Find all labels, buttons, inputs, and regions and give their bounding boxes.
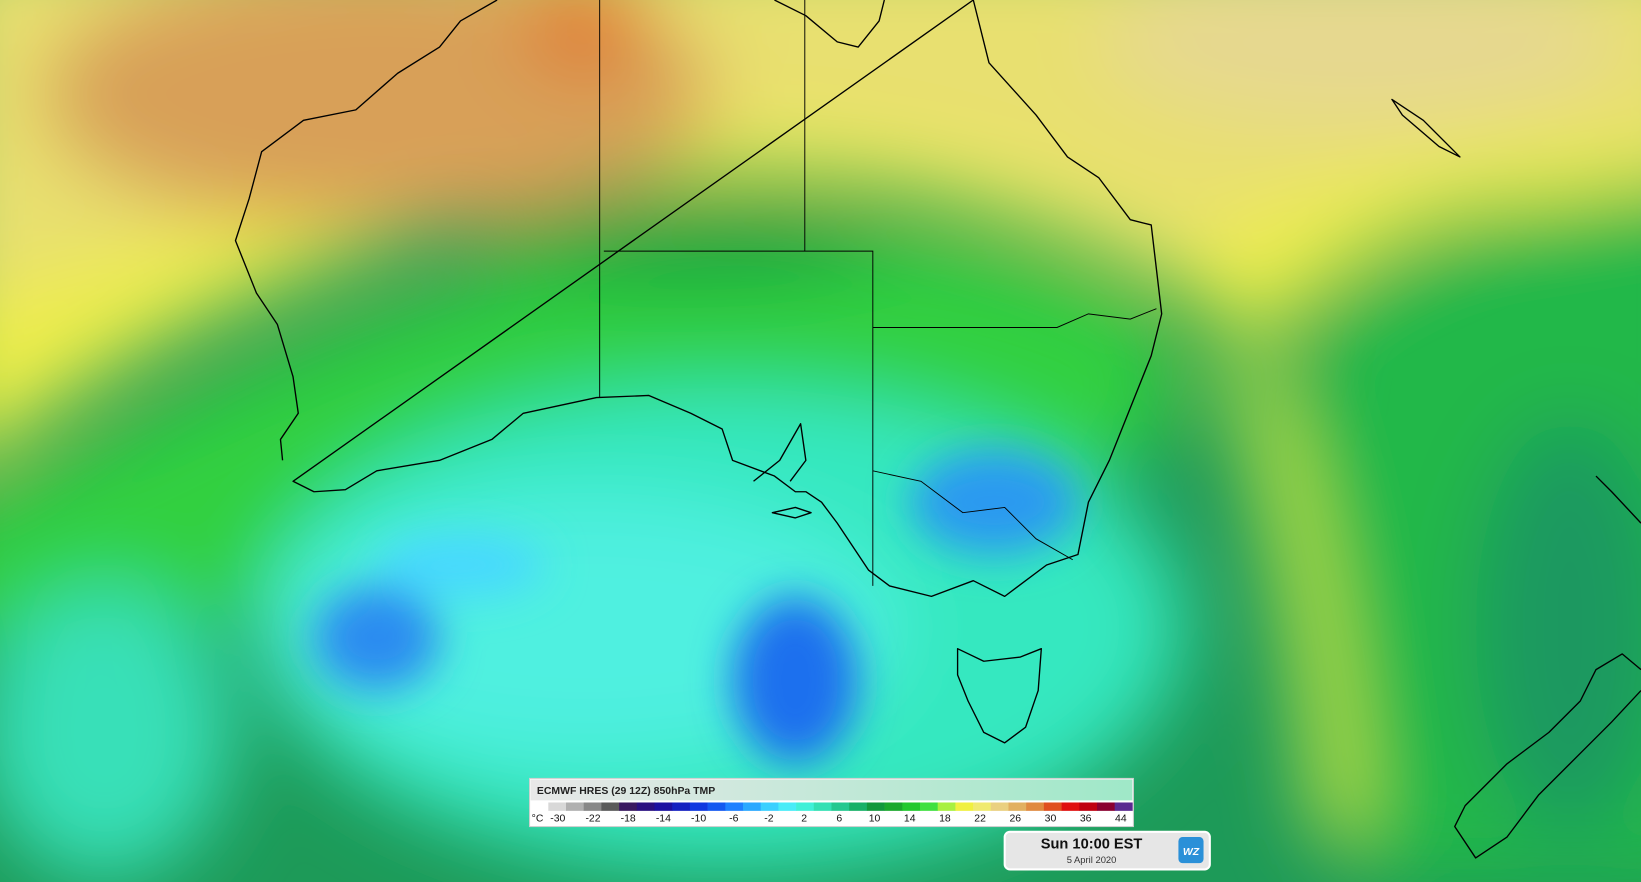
legend-swatch <box>1008 802 1027 811</box>
legend-swatch <box>636 802 655 811</box>
legend-label: -22 <box>585 813 600 824</box>
legend-label: 2 <box>801 813 807 824</box>
legend-label: -14 <box>656 813 671 824</box>
legend-swatch <box>707 802 726 811</box>
legend-swatch <box>619 802 638 811</box>
legend-swatch <box>654 802 673 811</box>
legend-swatch <box>1061 802 1080 811</box>
timestamp-box <box>1003 830 1211 871</box>
legend-swatch <box>1043 802 1062 811</box>
legend-swatch <box>973 802 992 811</box>
legend-swatch <box>760 802 779 811</box>
tasmania <box>956 648 1043 744</box>
legend-label: -18 <box>621 813 636 824</box>
logo-badge[interactable] <box>1178 837 1204 864</box>
legend-swatch <box>849 802 868 811</box>
australia-coast <box>234 0 1163 598</box>
legend-label: -2 <box>764 813 773 824</box>
legend-swatch <box>566 802 585 811</box>
new-zealand <box>1454 475 1641 859</box>
legend-swatch <box>902 802 921 811</box>
kangaroo-island <box>771 506 812 519</box>
legend-swatch <box>955 802 974 811</box>
legend-swatch <box>796 802 815 811</box>
legend-label: 10 <box>869 813 881 824</box>
legend-swatch <box>919 802 938 811</box>
legend: ECMWF HRES (29 12Z) 850hPa TMP °C -30 -22… <box>529 777 1134 828</box>
legend-labels: -30 -22 -18 -14 -10 -6 -2 2 6 10 14 18 22 26 30 36 44 <box>550 813 1127 824</box>
logo[interactable]: WZ <box>1183 847 1200 858</box>
legend-swatch <box>583 802 602 811</box>
legend-swatch <box>601 802 620 811</box>
legend-label: 14 <box>904 813 916 824</box>
legend-swatch <box>530 802 549 811</box>
legend-label: 18 <box>939 813 951 824</box>
legend-label: 6 <box>836 813 842 824</box>
legend-swatch <box>990 802 1009 811</box>
legend-swatch <box>1096 802 1115 811</box>
legend-header <box>530 779 1133 801</box>
legend-label: -10 <box>691 813 706 824</box>
legend-label: 44 <box>1115 813 1127 824</box>
coastlines <box>234 0 1641 859</box>
legend-swatch <box>672 802 691 811</box>
gulf <box>753 423 807 482</box>
legend-swatch <box>689 802 708 811</box>
legend-swatches <box>530 802 1133 811</box>
legend-swatch <box>1026 802 1045 811</box>
legend-swatch <box>778 802 797 811</box>
new-caledonia <box>1391 98 1461 158</box>
legend-swatch <box>742 802 762 811</box>
legend-swatch <box>725 802 744 811</box>
legend-unit: °C <box>532 813 544 824</box>
legend-label: -6 <box>729 813 738 824</box>
legend-swatch <box>884 802 903 811</box>
legend-swatch <box>813 802 832 811</box>
legend-swatch <box>548 802 567 811</box>
legend-title: ECMWF HRES (29 12Z) 850hPa TMP <box>537 786 715 797</box>
legend-swatch <box>1079 802 1098 811</box>
legend-label: 36 <box>1080 813 1092 824</box>
legend-swatch <box>937 802 956 811</box>
legend-label: 22 <box>974 813 986 824</box>
legend-swatch <box>1114 802 1133 811</box>
legend-swatch <box>866 802 885 811</box>
state-borders <box>599 0 1157 586</box>
legend-label: 30 <box>1045 813 1057 824</box>
legend-label: 26 <box>1009 813 1021 824</box>
legend-swatch <box>831 802 850 811</box>
timestamp-time: Sun 10:00 EST <box>1041 837 1143 853</box>
legend-label: -30 <box>550 813 565 824</box>
timestamp: Sun 10:00 EST 5 April 2020 WZ <box>1003 830 1211 871</box>
timestamp-date: 5 April 2020 <box>1067 854 1117 865</box>
